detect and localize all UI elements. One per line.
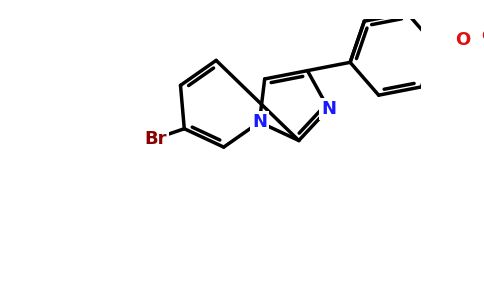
- Text: Br: Br: [144, 130, 166, 148]
- Text: N: N: [252, 113, 267, 131]
- Text: O: O: [455, 32, 470, 50]
- Text: N: N: [321, 100, 336, 118]
- Text: O: O: [481, 29, 484, 43]
